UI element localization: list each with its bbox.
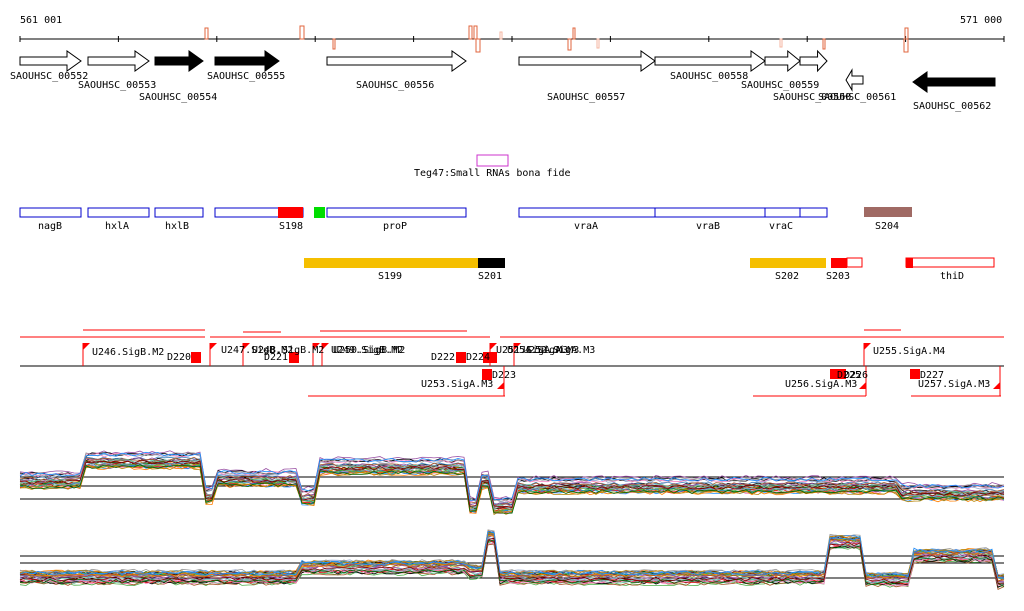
expression-trace — [19, 533, 1005, 583]
promoter-track: U246.SigB.M2 D220 U247.SigB.M2 U248.SigB… — [20, 329, 1004, 397]
gene-arrow[interactable] — [19, 50, 82, 72]
segment-track: S199 S201 S202 S203 thiD — [304, 257, 995, 282]
expression-trace — [19, 531, 1005, 579]
annotation-track: nagB hxlA hxlB S198 proP vraA vraB vraC … — [19, 207, 912, 232]
expression-trace — [19, 451, 1005, 501]
expression-trace — [19, 452, 1005, 503]
promoter-U255[interactable]: U255.SigA.M4 — [873, 346, 945, 357]
promoter-U252[interactable]: U252.SigA.M3 — [523, 345, 595, 356]
promoter-U250[interactable]: U250.SigB.M2 — [333, 345, 405, 356]
small-rna-label: Teg47:Small RNAs bona fide — [414, 168, 571, 179]
annotation-label-vraA: vraA — [574, 221, 598, 232]
expression-trace — [19, 539, 1005, 587]
annotation-vraA[interactable] — [518, 207, 656, 218]
segment-S201[interactable] — [478, 258, 505, 268]
gene-label: SAOUHSC_00559 — [741, 80, 819, 91]
annotation-vraC-end[interactable] — [799, 207, 828, 218]
expression-trace — [19, 533, 1005, 582]
annotation-label-nagB: nagB — [38, 221, 62, 232]
promoter-U253[interactable]: U253.SigA.M3 — [421, 379, 493, 390]
annotation-hxlB[interactable] — [154, 207, 204, 218]
expression-track-top — [19, 450, 1005, 516]
expression-trace — [19, 534, 1005, 583]
segment-label-S199: S199 — [378, 271, 402, 282]
segment-S202[interactable] — [750, 258, 826, 268]
ruler-feature-marks — [204, 25, 909, 53]
segment-label-S203: S203 — [826, 271, 850, 282]
annotation-s198-mark[interactable] — [278, 207, 303, 218]
annotation-label-hxlA: hxlA — [105, 221, 129, 232]
gene-arrow[interactable] — [214, 50, 280, 72]
promoter-U254[interactable]: U254.SigA.M3 — [507, 345, 579, 356]
promoter-U248[interactable]: U248.SigB.M2 — [252, 345, 324, 356]
ruler-start-label: 561 001 — [20, 15, 62, 26]
annotation-label-hxlB: hxlB — [165, 221, 189, 232]
promoter-U256[interactable]: U256.SigA.M3 — [785, 379, 857, 390]
gene-label: SAOUHSC_00557 — [547, 92, 625, 103]
gene-label: SAOUHSC_00552 — [10, 71, 88, 82]
gene-arrow[interactable] — [799, 49, 828, 73]
terminator-D225[interactable]: D225 — [837, 370, 861, 381]
segment-S203-tail[interactable] — [846, 257, 863, 268]
gene-label: SAOUHSC_00560 — [773, 92, 851, 103]
terminator-D227[interactable]: D227 — [920, 370, 944, 381]
ruler-end-label: 571 000 — [960, 15, 1002, 26]
terminator-D223[interactable]: D223 — [492, 370, 516, 381]
annotation-vraC[interactable] — [764, 207, 801, 218]
segment-label-S201: S201 — [478, 271, 502, 282]
gene-arrow[interactable] — [87, 50, 150, 72]
ruler-ticks — [19, 36, 1005, 42]
promoter-U251[interactable]: U251.SigA.M3 — [496, 345, 568, 356]
segment-thiD[interactable] — [905, 257, 995, 268]
promoter-U246[interactable]: U246.SigB.M2 — [92, 347, 164, 358]
segment-S199[interactable] — [304, 258, 478, 268]
segment-label-thiD: thiD — [940, 271, 964, 282]
gene-arrow[interactable] — [654, 50, 766, 72]
gene-label: SAOUHSC_00553 — [78, 80, 156, 91]
annotation-nagB[interactable] — [19, 207, 82, 218]
gene-label: SAOUHSC_00562 — [913, 101, 991, 112]
gene-label: SAOUHSC_00558 — [670, 71, 748, 82]
terminator-D220[interactable]: D220 — [167, 352, 191, 363]
promoter-U247[interactable]: U247.SigB.M2 — [221, 345, 293, 356]
gene-arrow[interactable] — [326, 50, 467, 72]
gene-label: SAOUHSC_00561 — [818, 92, 896, 103]
gene-arrow[interactable] — [845, 68, 864, 92]
annotation-label-S204: S204 — [875, 221, 899, 232]
gene-label: SAOUHSC_00554 — [139, 92, 217, 103]
gene-arrow[interactable] — [154, 50, 204, 72]
annotation-proP[interactable] — [326, 207, 467, 218]
segment-S203[interactable] — [831, 258, 847, 268]
terminator-D221[interactable]: D221 — [264, 352, 288, 363]
small-rna-track: Teg47:Small RNAs bona fide — [414, 154, 571, 179]
annotation-label-vraB: vraB — [696, 221, 720, 232]
green-mark[interactable] — [314, 207, 325, 218]
coordinate-ruler: 561 001 571 000 — [19, 15, 1005, 53]
expression-trace — [19, 464, 1005, 514]
annotation-hxlA[interactable] — [87, 207, 150, 218]
gene-arrow[interactable] — [912, 71, 996, 93]
terminator-D224[interactable]: D224 — [466, 352, 490, 363]
expression-trace — [19, 459, 1005, 509]
segment-thiD-start[interactable] — [906, 258, 913, 268]
gene-arrow[interactable] — [518, 50, 656, 72]
small-rna-box[interactable] — [476, 154, 509, 167]
annotation-label-proP: proP — [383, 221, 407, 232]
promoter-U249[interactable]: U249.SigB.M2 — [331, 345, 403, 356]
promoter-U257[interactable]: U257.SigA.M3 — [918, 379, 990, 390]
segment-label-S202: S202 — [775, 271, 799, 282]
annotation-label-S198: S198 — [279, 221, 303, 232]
annotation-vraB[interactable] — [654, 207, 766, 218]
gene-arrow[interactable] — [764, 49, 801, 73]
expression-trace — [19, 537, 1004, 584]
annotation-S204[interactable] — [864, 207, 912, 217]
terminator-D222[interactable]: D222 — [431, 352, 455, 363]
annotation-label-vraC: vraC — [769, 221, 793, 232]
gene-label: SAOUHSC_00556 — [356, 80, 434, 91]
expression-track-bottom — [19, 529, 1005, 590]
gene-label: SAOUHSC_00555 — [207, 71, 285, 82]
terminator-D226[interactable]: D226 — [844, 370, 868, 381]
